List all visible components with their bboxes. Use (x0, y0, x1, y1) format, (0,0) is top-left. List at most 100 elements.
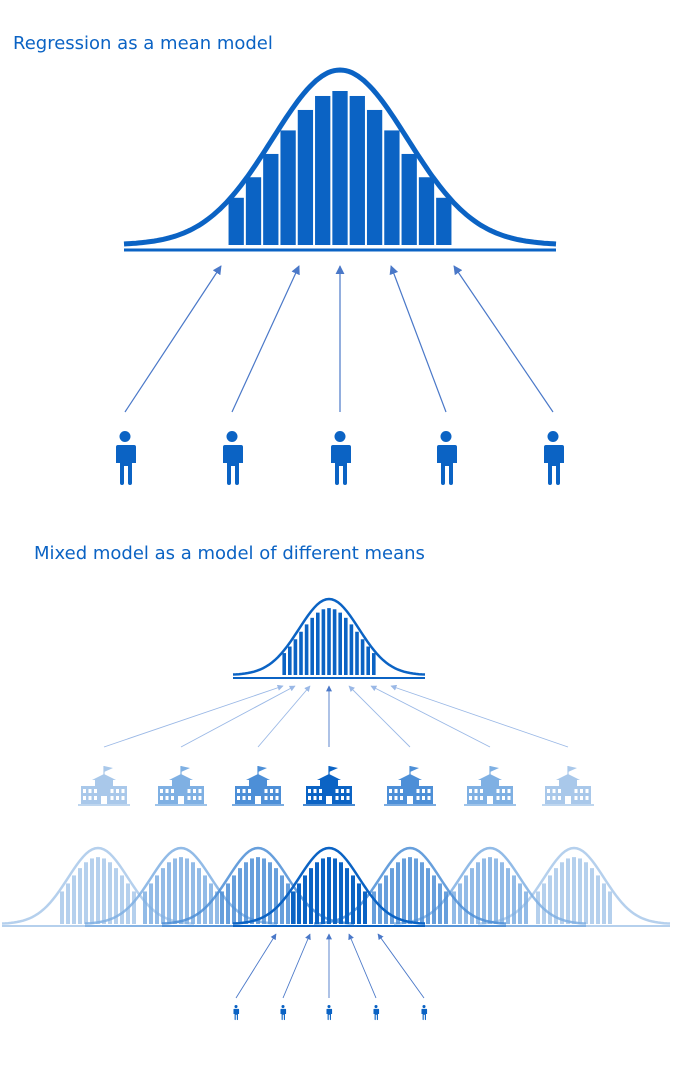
school-window (248, 789, 251, 793)
group-distribution-bar (378, 883, 382, 924)
regression-arrow (124, 265, 222, 413)
group-distribution (313, 846, 507, 927)
group-distribution-bar (250, 858, 254, 924)
school-building-icon (384, 766, 436, 806)
person-head (119, 431, 131, 442)
group-distribution-bar (476, 862, 480, 924)
group-distribution-bar (444, 891, 448, 924)
group-distribution-bar (542, 883, 546, 924)
group-distribution-bar (96, 857, 100, 924)
school-window (502, 789, 505, 793)
school-window (580, 796, 583, 800)
group-distribution-bar (414, 858, 418, 924)
school-window (422, 796, 425, 800)
group-distribution-bar (215, 891, 219, 924)
school-roof (246, 774, 270, 780)
school-arrow (180, 685, 296, 748)
school-window (585, 796, 589, 800)
group-distribution-bar (280, 875, 284, 924)
group-distribution-bar (488, 857, 492, 924)
group-distribution-bar (315, 862, 319, 924)
school-wings (306, 786, 352, 804)
group-distribution-bar (566, 858, 570, 924)
school-window (198, 789, 202, 793)
person-head (281, 1005, 285, 1009)
regression-distribution-bar (228, 197, 244, 245)
school-window (552, 789, 556, 793)
school-wings (467, 786, 513, 804)
person-body (116, 445, 136, 485)
school-door (178, 796, 184, 804)
school-window (496, 789, 500, 793)
school-window (502, 796, 505, 800)
school-window (341, 796, 344, 800)
school-window (346, 789, 350, 793)
school-building-icon (232, 766, 284, 806)
group-distribution-bar (452, 891, 456, 924)
group-distribution-bar (143, 891, 147, 924)
school-roof (478, 774, 502, 780)
group-distribution (84, 846, 278, 927)
person-icon (223, 431, 243, 485)
person-icon (331, 431, 351, 485)
group-distribution-bar (303, 875, 307, 924)
school-window (165, 796, 169, 800)
regression-arrow (453, 265, 554, 413)
regression-arrow (231, 265, 300, 413)
group-distribution-bar (554, 868, 558, 924)
group-distribution-bar (84, 862, 88, 924)
regression-distribution-bar (297, 109, 314, 245)
school-window (116, 789, 119, 793)
person-icon (373, 1005, 380, 1021)
school-window (198, 796, 202, 800)
school-window (237, 789, 240, 793)
group-distribution-bar (590, 868, 594, 924)
school-arrow (103, 684, 284, 748)
school-window (389, 796, 392, 800)
school-window (319, 796, 322, 800)
group-distribution-bar (351, 875, 355, 924)
school-window (171, 789, 174, 793)
group-distribution-bar (291, 891, 295, 924)
school-window (394, 789, 398, 793)
school-window (558, 796, 561, 800)
group-distribution-bar (506, 868, 510, 924)
school-window (547, 796, 550, 800)
person-head (374, 1005, 378, 1009)
person-icon (280, 1005, 287, 1021)
group-distribution-bar (584, 862, 588, 924)
group-distribution-bar (390, 868, 394, 924)
group-distribution-bar (203, 875, 207, 924)
population-distribution (232, 597, 426, 679)
group-distribution-bar (108, 862, 112, 924)
school-window (193, 789, 196, 793)
group-distribution-bar (167, 862, 171, 924)
group-person-arrow (348, 933, 377, 999)
group-distribution-bar (209, 883, 213, 924)
population-distribution-bar (372, 653, 376, 675)
population-distribution-curve (232, 597, 426, 676)
group-distribution-bar (274, 868, 278, 924)
population-distribution-bar (344, 617, 348, 675)
school-window (552, 796, 556, 800)
population-distribution-bar (304, 624, 309, 675)
regression-distribution-bar (315, 95, 331, 245)
person-head (422, 1005, 426, 1009)
person-head (334, 431, 346, 442)
school-window (237, 796, 240, 800)
school-building-icon (464, 766, 516, 806)
school-window (308, 796, 311, 800)
group-distribution-bar (602, 883, 606, 924)
person-body (326, 1008, 333, 1021)
school-window (416, 796, 420, 800)
school-wings (158, 786, 204, 804)
school-window (585, 789, 589, 793)
group-distribution-bar (464, 875, 468, 924)
school-window (242, 796, 246, 800)
person-icon (544, 431, 564, 485)
group-distribution-bar (363, 891, 367, 924)
school-window (574, 789, 578, 793)
group-distribution-bar (72, 875, 76, 924)
person-body (280, 1008, 287, 1021)
